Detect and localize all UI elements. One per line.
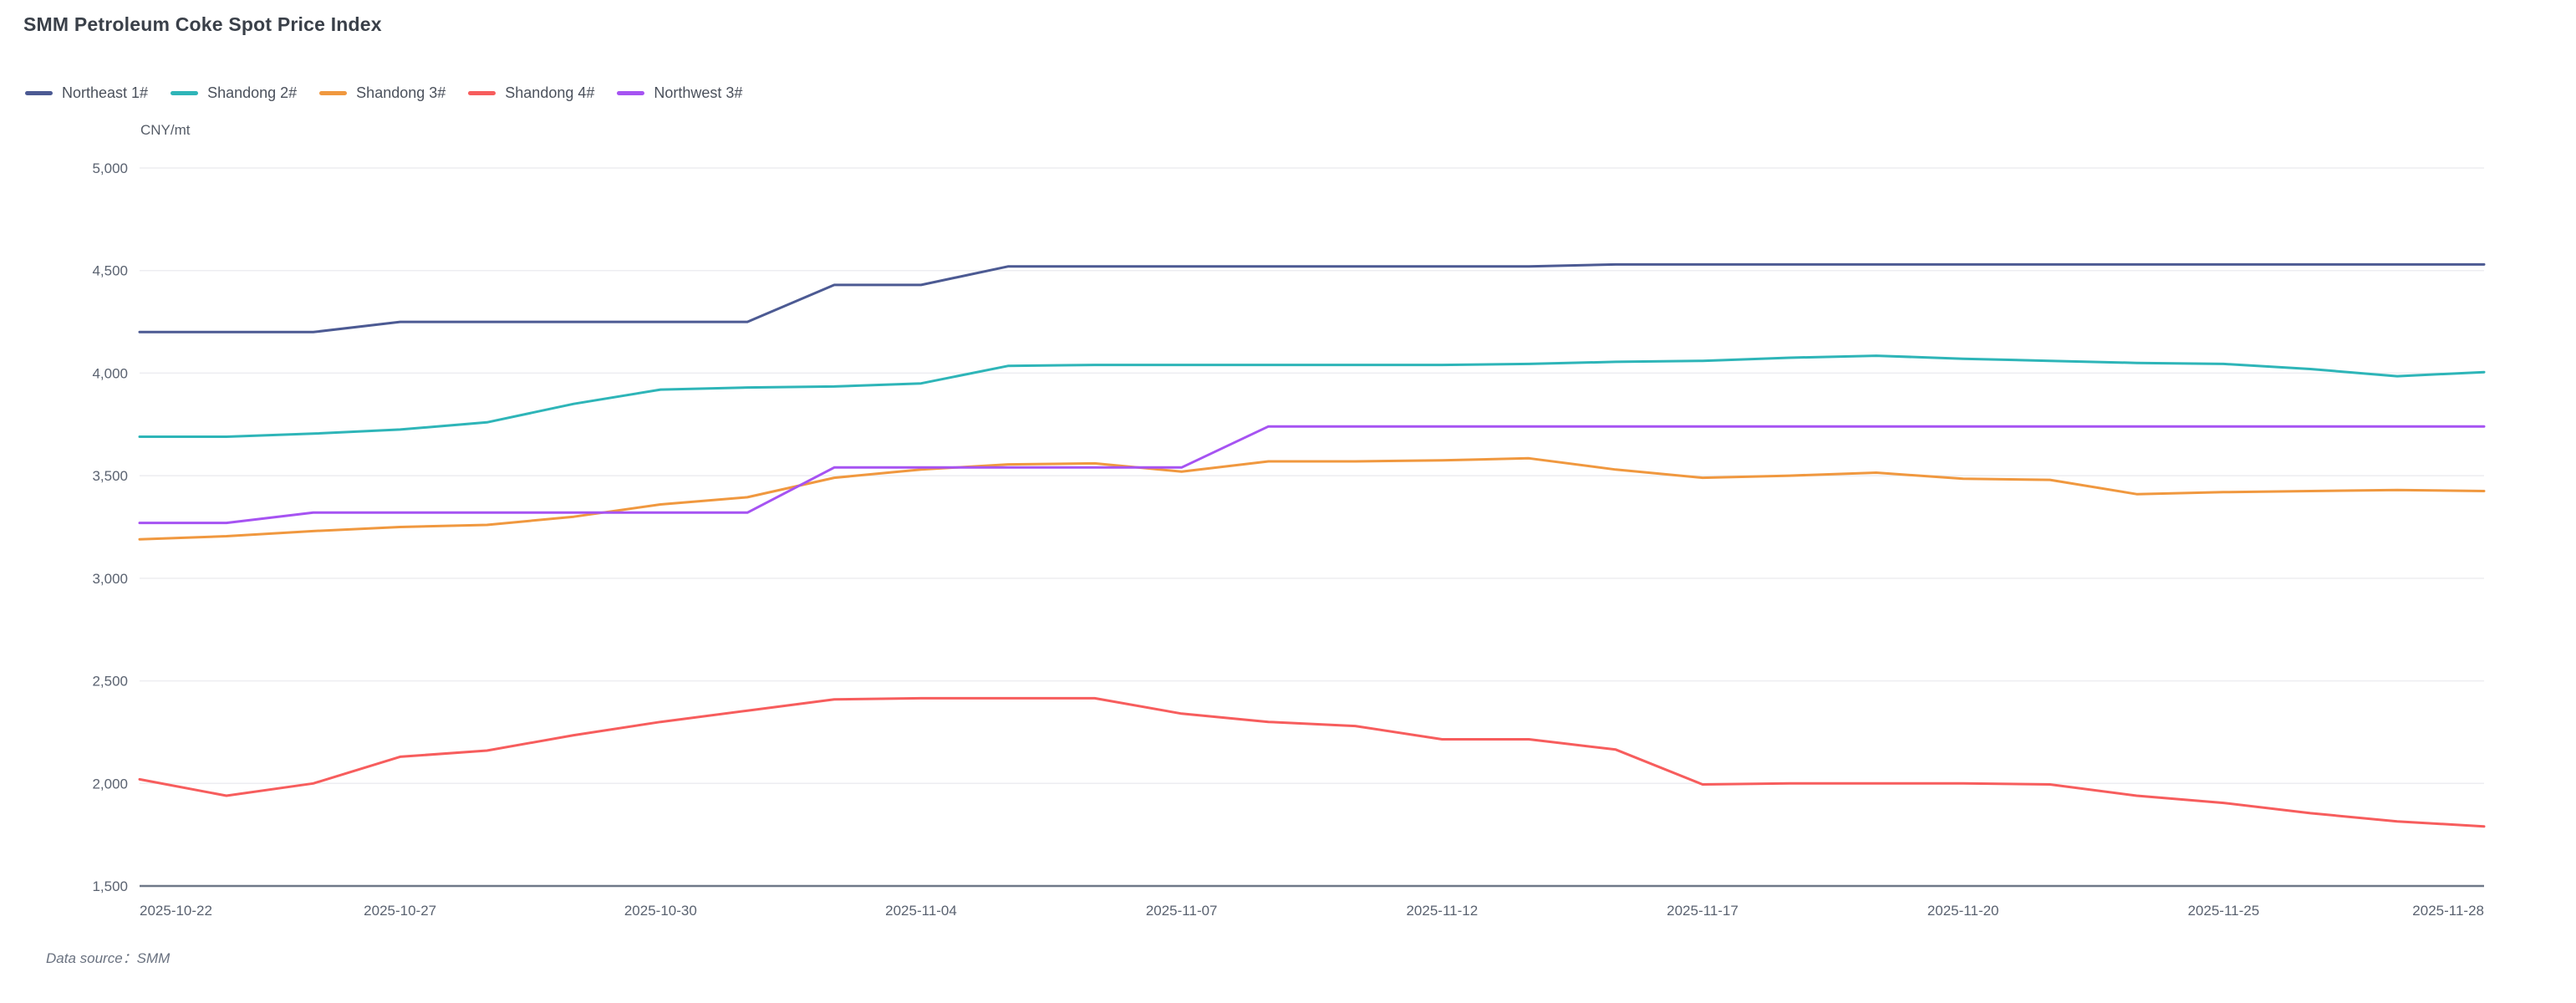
y-axis-unit-label: CNY/mt [140, 122, 191, 138]
legend-label: Northwest 3# [654, 84, 743, 101]
legend-swatch-icon [25, 91, 53, 95]
x-tick-label: 2025-11-07 [1146, 903, 1218, 919]
x-tick-label: 2025-11-20 [1927, 903, 1999, 919]
x-tick-label: 2025-11-28 [2412, 903, 2484, 919]
y-tick-label: 1,500 [92, 878, 128, 894]
chart-legend: Northeast 1# Shandong 2# Shandong 3# Shando… [25, 84, 742, 102]
y-tick-label: 4,500 [92, 263, 128, 279]
x-tick-label: 2025-10-30 [624, 903, 697, 919]
y-tick-label: 3,000 [92, 571, 128, 587]
legend-label: Shandong 2# [207, 84, 298, 101]
legend-label: Shandong 4# [505, 84, 595, 101]
legend-swatch-icon [617, 91, 645, 95]
y-axis-tick-labels: 5,000 4,500 4,000 3,500 3,000 2,500 2,000 1,500 [92, 160, 128, 894]
chart-series [138, 262, 2486, 828]
x-axis-tick-labels: 2025-10-22 2025-10-27 2025-10-30 2025-11-04… [140, 903, 2484, 919]
y-tick-label: 5,000 [92, 160, 128, 176]
y-tick-label: 2,500 [92, 674, 128, 690]
y-tick-label: 2,000 [92, 776, 128, 792]
x-tick-label: 2025-11-04 [885, 903, 957, 919]
legend-item-shandong-2[interactable]: Shandong 2# [171, 84, 297, 102]
gridlines [140, 167, 2484, 888]
legend-swatch-icon [468, 91, 496, 95]
series-line-northwest-3[interactable] [138, 425, 2486, 525]
x-tick-label: 2025-10-22 [140, 903, 212, 919]
legend-item-northwest-3[interactable]: Northwest 3# [617, 84, 742, 102]
data-source-label: Data source： [46, 950, 137, 966]
data-source-value: SMM [136, 950, 171, 966]
x-tick-label: 2025-10-27 [364, 903, 436, 919]
x-tick-label: 2025-11-17 [1667, 903, 1739, 919]
y-tick-label: 3,500 [92, 468, 128, 484]
legend-item-shandong-4[interactable]: Shandong 4# [468, 84, 594, 102]
series-line-shandong-4[interactable] [138, 696, 2486, 828]
series-line-shandong-3[interactable] [138, 456, 2486, 541]
x-tick-label: 2025-11-25 [2187, 903, 2259, 919]
legend-item-northeast-1[interactable]: Northeast 1# [25, 84, 148, 102]
legend-swatch-icon [319, 91, 348, 95]
legend-item-shandong-3[interactable]: Shandong 3# [319, 84, 445, 102]
series-line-northeast-1[interactable] [138, 262, 2486, 333]
page-title: SMM Petroleum Coke Spot Price Index [23, 13, 382, 35]
series-line-shandong-2[interactable] [138, 354, 2486, 438]
data-source-note: Data source：SMM [46, 946, 170, 967]
legend-swatch-icon [171, 91, 199, 95]
legend-label: Northeast 1# [62, 84, 149, 101]
legend-label: Shandong 3# [356, 84, 446, 101]
y-tick-label: 4,000 [92, 365, 128, 381]
x-tick-label: 2025-11-12 [1406, 903, 1478, 919]
